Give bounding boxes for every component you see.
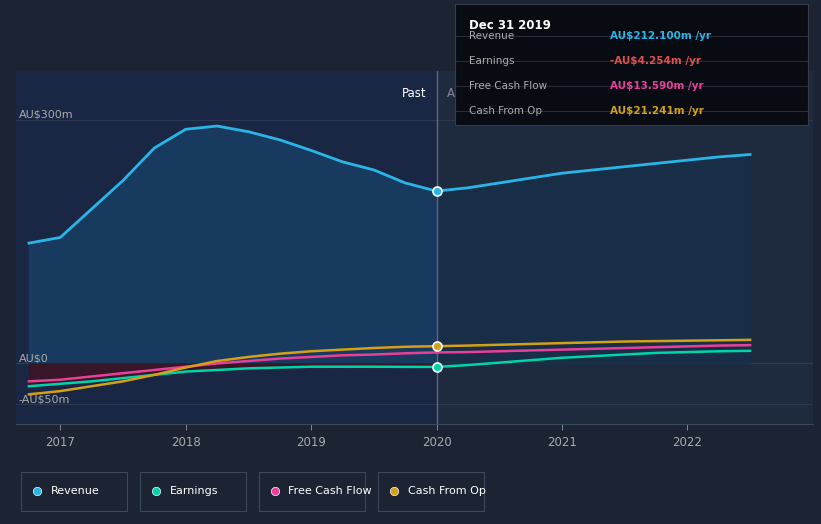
Text: Dec 31 2019: Dec 31 2019 bbox=[469, 19, 551, 31]
Bar bbox=[16, 71, 437, 424]
Text: Revenue: Revenue bbox=[50, 486, 99, 496]
Text: Free Cash Flow: Free Cash Flow bbox=[469, 81, 547, 91]
Text: AU$21.241m /yr: AU$21.241m /yr bbox=[610, 106, 704, 116]
Text: AU$13.590m /yr: AU$13.590m /yr bbox=[610, 81, 704, 91]
Text: AU$0: AU$0 bbox=[19, 354, 48, 364]
Text: Earnings: Earnings bbox=[469, 56, 515, 66]
Text: Past: Past bbox=[402, 87, 427, 100]
Text: Free Cash Flow: Free Cash Flow bbox=[288, 486, 372, 496]
Text: Cash From Op: Cash From Op bbox=[469, 106, 542, 116]
Text: -AU$50m: -AU$50m bbox=[19, 394, 71, 404]
Text: Revenue: Revenue bbox=[469, 30, 514, 40]
Text: -AU$4.254m /yr: -AU$4.254m /yr bbox=[610, 56, 701, 66]
Text: Earnings: Earnings bbox=[169, 486, 218, 496]
Bar bbox=[437, 71, 813, 424]
Text: AU$212.100m /yr: AU$212.100m /yr bbox=[610, 30, 711, 40]
Text: Cash From Op: Cash From Op bbox=[407, 486, 485, 496]
Text: Analysts Forecasts: Analysts Forecasts bbox=[447, 87, 557, 100]
Text: AU$300m: AU$300m bbox=[19, 110, 74, 119]
